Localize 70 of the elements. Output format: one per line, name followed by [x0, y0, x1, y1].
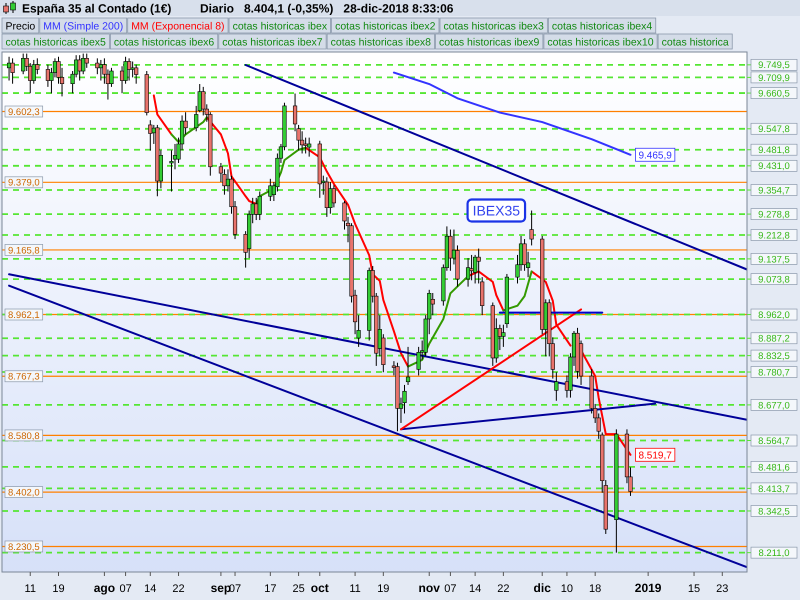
x-tick-label: 07: [444, 583, 457, 595]
annotation: IBEX35: [472, 202, 520, 219]
text: cotas historicas ibex9: [439, 36, 540, 48]
y-tick-label: 9.660,5: [758, 88, 790, 100]
y-tick-label: 9.481,8: [758, 145, 790, 156]
x-tick-label: 07: [119, 583, 132, 595]
x-tick-label: 19: [52, 583, 65, 595]
y-tick-label: 8.677,0: [758, 400, 790, 412]
y-tick-label: 9.749,5: [758, 60, 790, 72]
data-label: 9.465,9: [638, 150, 672, 162]
text: cotas historicas ibex5: [6, 36, 106, 48]
text: Precio: [6, 20, 36, 32]
ref-line-label: 8.962,1: [8, 310, 40, 321]
y-tick-label: 8.887,2: [758, 334, 790, 345]
x-tick-label: 25: [292, 583, 305, 595]
x-tick-label: nov: [418, 581, 440, 595]
y-tick-label: 8.780,7: [758, 367, 790, 378]
x-tick-label: 11: [349, 583, 361, 595]
x-tick-label: 15: [688, 583, 700, 595]
y-tick-label: 8.962,0: [758, 310, 790, 321]
ref-line-label: 9.379,0: [8, 178, 40, 189]
y-tick-label: 8.481,6: [758, 462, 790, 474]
ref-line-label: 9.602,3: [8, 106, 40, 118]
x-tick-label: 17: [264, 583, 276, 595]
text: MM (Simple 200): [43, 20, 124, 32]
y-tick-label: 9.073,8: [758, 274, 790, 286]
x-tick-label: 23: [716, 583, 728, 595]
chart-title: España 35 al Contado (1€): [22, 2, 172, 16]
text: MM (Exponencial 8): [131, 20, 225, 32]
y-tick-label: 8.564,7: [758, 436, 790, 447]
text: cotas historicas ibex6: [114, 36, 214, 48]
text: cotas historicas ibex2: [335, 20, 436, 32]
text: cotas historicas ibex3: [443, 20, 544, 32]
x-tick-label: ago: [94, 581, 116, 595]
y-tick-label: 9.212,8: [758, 230, 790, 242]
text: cotas historica: [662, 36, 729, 48]
text: cotas historicas ibex4: [552, 20, 652, 32]
x-tick-label: 14: [144, 583, 156, 595]
x-tick-label: 10: [560, 583, 574, 595]
x-tick-label: 18: [589, 583, 602, 595]
x-tick-label: 19: [377, 583, 390, 595]
ref-line-label: 8.580,8: [8, 430, 40, 442]
x-tick-label: 22: [172, 583, 185, 595]
ref-line-label: 9.165,8: [8, 245, 40, 256]
x-tick-label: 11: [24, 583, 36, 595]
y-tick-label: 9.709,9: [758, 72, 790, 84]
data-label: 8.519,7: [638, 450, 672, 462]
text: cotas historicas ibex7: [222, 36, 323, 48]
y-tick-label: 8.413,7: [758, 484, 790, 495]
x-tick-label: 22: [497, 583, 510, 595]
ref-line-label: 8.402,0: [8, 488, 40, 498]
y-tick-label: 8.832,5: [758, 351, 790, 362]
x-tick-label: sep: [210, 581, 232, 595]
x-tick-label: dic: [534, 581, 552, 595]
x-tick-label: 2019: [634, 581, 662, 595]
ref-line-label: 8.230,5: [8, 542, 40, 553]
y-tick-label: 9.547,8: [758, 124, 790, 136]
text: cotas historicas ibex10: [547, 36, 654, 48]
y-tick-label: 9.137,5: [758, 254, 790, 266]
x-tick-label: 14: [469, 583, 482, 595]
y-tick-label: 9.278,8: [758, 209, 790, 220]
chart-subtitle: Diario 8.404,1 (-0,35%) 28-dic-2018 8:33:06: [200, 2, 454, 16]
x-tick-label: oct: [310, 581, 329, 595]
ref-line-label: 8.767,3: [8, 372, 40, 383]
y-tick-label: 8.342,5: [758, 506, 790, 518]
y-tick-label: 9.354,7: [758, 185, 790, 196]
text: cotas historicas ibex: [232, 20, 328, 32]
y-tick-label: 9.431,0: [758, 161, 790, 172]
text: cotas historicas ibex8: [330, 36, 432, 48]
y-tick-label: 8.211,0: [758, 548, 790, 560]
